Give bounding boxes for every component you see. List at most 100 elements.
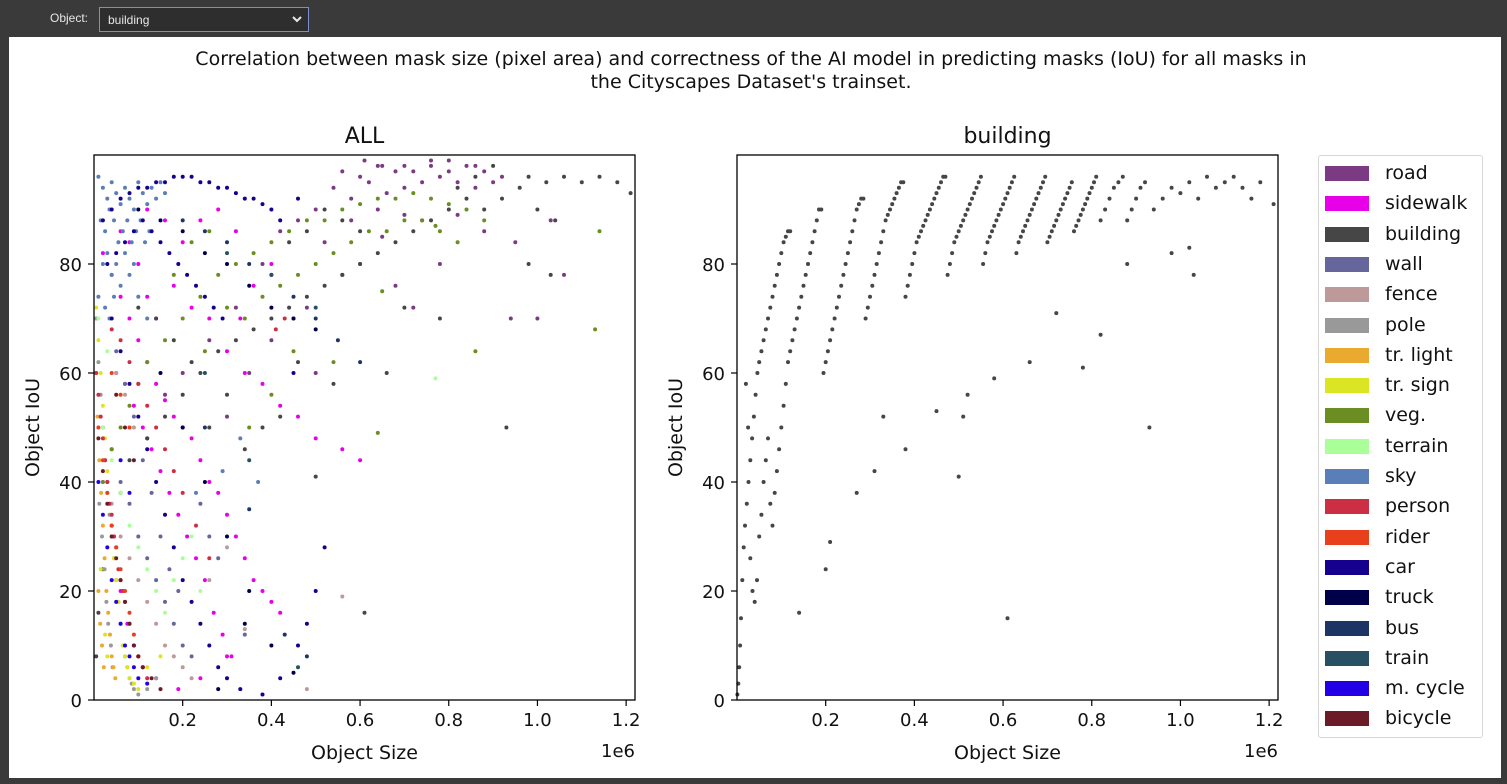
data-point [100,185,105,190]
legend-label: sidewalk [1385,192,1468,215]
data-point [207,425,212,430]
data-point [349,240,354,245]
data-point [366,229,371,234]
data-point [757,360,762,365]
data-point [202,229,207,234]
data-point [100,480,105,484]
data-point [1085,196,1090,201]
data-point [207,180,212,185]
data-point [211,610,216,615]
data-point [1080,365,1085,370]
data-point [109,447,114,452]
data-point [1107,196,1112,201]
data-point [105,480,110,484]
data-point [1043,174,1048,179]
data-point [1240,185,1245,190]
data-point [375,163,380,168]
data-point [251,251,256,256]
series-train [202,251,318,670]
data-point [411,169,416,174]
plot-frame [93,154,636,701]
legend-item: bus [1325,617,1480,640]
data-point [947,262,952,266]
data-point [123,240,127,245]
data-point [116,240,121,245]
data-point [772,283,777,288]
data-point [158,218,163,223]
data-point [145,681,150,686]
data-point [103,229,108,234]
data-point [127,196,132,201]
data-point [597,174,602,179]
data-point [180,174,185,179]
data-point [180,371,185,375]
data-point [1134,196,1139,201]
legend-label: car [1385,555,1415,578]
data-point [1003,196,1008,201]
data-point [433,223,438,228]
data-point [118,578,123,583]
data-point [145,436,150,441]
data-point [845,251,850,256]
data-point [927,207,932,212]
data-point [145,599,150,604]
data-point [207,556,212,561]
data-point [322,240,327,245]
data-point [136,185,141,190]
data-point [225,349,229,354]
data-point [1029,207,1034,212]
data-point [278,610,283,615]
data-point [189,174,194,179]
data-point [171,174,176,179]
data-point [291,316,296,321]
data-point [145,202,150,207]
data-point [131,632,136,637]
data-point [916,234,921,239]
data-point [158,240,163,245]
data-point [163,338,167,343]
data-point [180,240,185,245]
data-point [136,180,141,185]
data-point [109,316,114,321]
data-point [553,218,558,223]
data-point [843,262,848,266]
data-point [892,196,897,201]
data-point [375,430,380,435]
data-point [1080,207,1085,212]
data-point [109,512,114,517]
data-point [544,180,549,185]
data-point [247,425,252,430]
data-point [562,272,566,277]
data-point [1087,191,1092,196]
series-terrain [96,316,438,615]
data-point [109,534,114,539]
data-point [779,251,784,256]
data-point [1111,185,1116,190]
series-wall [100,349,247,659]
data-point [123,185,127,190]
x-tick-label: 0.2 [811,710,840,731]
data-point [220,316,225,321]
data-point [972,191,977,196]
y-tick-label: 60 [59,364,82,385]
data-point [304,621,309,626]
data-point [1027,212,1032,217]
data-point [504,425,509,430]
data-point [535,316,540,321]
data-point [136,545,141,550]
data-point [446,202,451,207]
data-point [247,458,252,463]
figure-title-line-2: the Cityscapes Dataset's trainset. [590,71,912,93]
data-point [120,229,125,234]
legend-label: building [1385,222,1462,245]
data-point [296,218,300,223]
object-select[interactable]: building [99,7,309,32]
data-point [331,360,336,365]
data-point [958,223,963,228]
data-point [105,262,110,266]
data-point [852,218,857,223]
data-point [770,523,775,528]
data-point [956,474,961,479]
data-point [216,272,221,277]
data-point [508,316,513,321]
